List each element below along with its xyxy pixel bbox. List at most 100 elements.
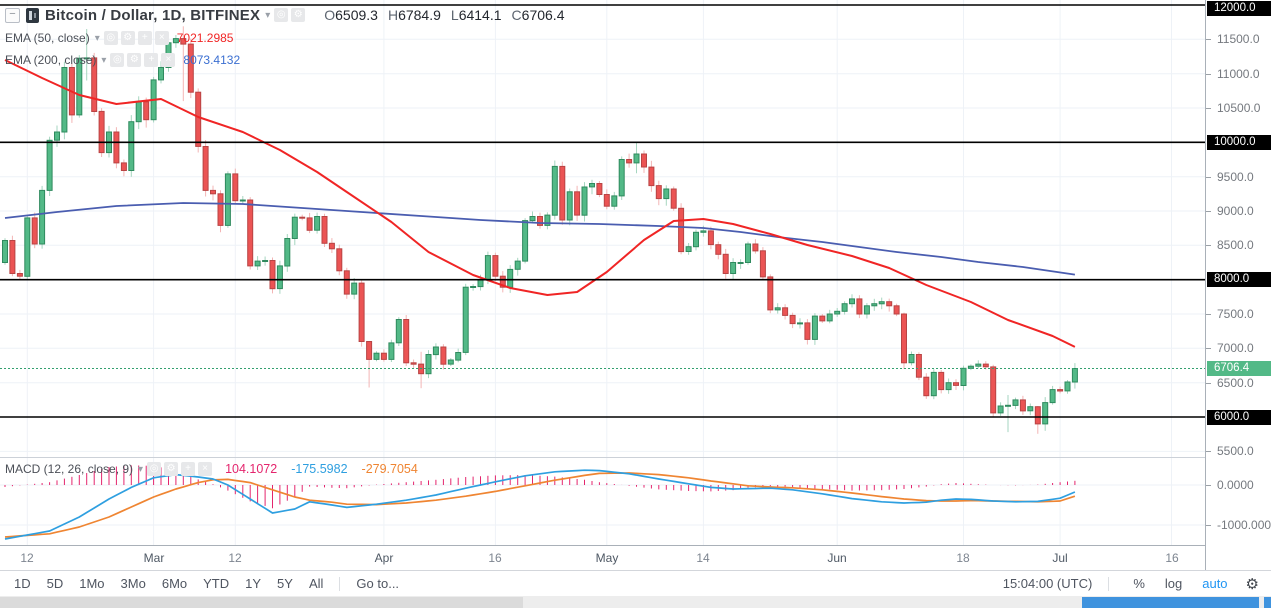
macd-signal-line <box>4 472 1076 538</box>
auto-scale-button[interactable]: auto <box>1202 576 1228 591</box>
range-button-1d[interactable]: 1D <box>14 576 31 591</box>
range-button-1y[interactable]: 1Y <box>245 576 262 591</box>
bottom-toolbar: 1D 5D 1Mo 3Mo 6Mo YTD 1Y 5Y All Go to... 15:04:0… <box>0 570 1271 596</box>
candle-body <box>826 313 833 322</box>
chevron-down-icon[interactable]: ▾ <box>101 54 107 66</box>
gear-icon[interactable]: ⚙ <box>291 8 306 22</box>
close-icon[interactable]: × <box>198 462 213 476</box>
goto-button[interactable]: Go to... <box>356 576 400 591</box>
price-level-tag: 12000.0 <box>1207 1 1271 16</box>
candle-body <box>276 265 283 290</box>
candle-body <box>953 382 959 386</box>
scrollbar-accent-bar[interactable] <box>1082 597 1259 608</box>
plus-icon[interactable]: + <box>144 53 159 67</box>
candle-body <box>938 371 945 391</box>
candle-body <box>343 270 350 295</box>
candle-body <box>291 216 298 239</box>
chart-plot-area[interactable] <box>0 0 1271 545</box>
chevron-down-icon[interactable]: ▾ <box>265 9 271 21</box>
candle-body <box>641 153 647 168</box>
candle-body <box>544 214 551 226</box>
candle-body <box>254 260 261 267</box>
candle-body <box>299 216 306 219</box>
candle-body <box>767 276 774 311</box>
candle-body <box>566 191 573 221</box>
collapse-pane-icon[interactable]: − <box>5 7 20 23</box>
gear-icon[interactable]: ⚙ <box>127 53 142 67</box>
range-selector: 1D 5D 1Mo 3Mo 6Mo YTD 1Y 5Y All <box>14 576 339 591</box>
range-button-all[interactable]: All <box>308 576 324 591</box>
time-axis-label: Jun <box>827 551 847 565</box>
macd-line-value: -175.5982 <box>291 462 348 476</box>
candle-body <box>1012 399 1019 406</box>
price-axis[interactable]: 12000.0 11500.0 11000.0 10500.0 10000.0 9500.… <box>1205 0 1271 570</box>
candle-body <box>849 298 855 305</box>
open-label: O <box>324 7 336 23</box>
range-button-6mo[interactable]: 6Mo <box>161 576 188 591</box>
range-button-3mo[interactable]: 3Mo <box>120 576 146 591</box>
gear-icon[interactable]: ⚙ <box>120 31 135 45</box>
candle-body <box>388 342 395 360</box>
log-scale-button[interactable]: log <box>1164 576 1183 591</box>
candle-body <box>774 307 781 311</box>
candle-body <box>797 322 803 325</box>
time-axis-label: 16 <box>488 551 502 565</box>
candle-body <box>395 319 402 344</box>
candle-body <box>559 165 566 221</box>
candle-body <box>945 382 952 391</box>
eye-icon[interactable]: ◎ <box>110 53 125 67</box>
time-axis-label: 12 <box>228 551 242 565</box>
candle-body <box>514 260 521 270</box>
candle-body <box>960 367 967 386</box>
ema50-label[interactable]: EMA (50, close) <box>5 31 90 45</box>
candle-body <box>39 189 46 245</box>
candle-body <box>930 371 937 397</box>
eye-icon[interactable]: ◎ <box>103 31 118 45</box>
candle-body <box>425 354 432 375</box>
chevron-down-icon[interactable]: ▾ <box>94 32 100 44</box>
candle-body <box>247 199 254 267</box>
candle-body <box>1057 389 1064 392</box>
candle-body <box>834 310 841 315</box>
scrollbar-thumb[interactable] <box>0 597 523 608</box>
eye-icon[interactable]: ◎ <box>274 8 289 22</box>
candle-body <box>470 286 477 288</box>
plus-icon[interactable]: + <box>137 31 152 45</box>
scrollbar-accent-corner[interactable] <box>1264 597 1271 608</box>
candle-body <box>589 183 595 188</box>
time-axis[interactable]: 12 Mar 12 Apr 16 May 14 Jun 18 Jul 16 <box>0 545 1271 571</box>
candle-body <box>893 305 900 315</box>
gear-icon[interactable]: ⚙ <box>164 462 179 476</box>
symbol-title[interactable]: Bitcoin / Dollar, 1D, BITFINEX <box>45 6 261 24</box>
candle-body <box>856 298 863 315</box>
macd-label[interactable]: MACD (12, 26, close, 9) <box>5 462 134 476</box>
candle-body <box>403 319 410 364</box>
candle-body <box>195 91 202 147</box>
close-icon[interactable]: × <box>161 53 176 67</box>
ema200-label[interactable]: EMA (200, close) <box>5 53 97 67</box>
candle-body <box>373 352 380 360</box>
candle-body <box>440 346 447 365</box>
ema50-line <box>4 59 1076 348</box>
range-button-1mo[interactable]: 1Mo <box>79 576 105 591</box>
symbol-row: − Bitcoin / Dollar, 1D, BITFINEX ▾ ◎ ⚙ O… <box>5 4 574 26</box>
time-axis-label: 12 <box>20 551 34 565</box>
clock-display[interactable]: 15:04:00 (UTC) <box>1002 576 1093 591</box>
candle-body <box>901 313 907 364</box>
candle-body <box>224 173 231 226</box>
range-button-ytd[interactable]: YTD <box>203 576 230 591</box>
candle-body <box>1042 402 1049 425</box>
low-label: L <box>450 7 459 23</box>
settings-gear-icon[interactable]: ⚙ <box>1245 575 1259 593</box>
candle-body <box>700 230 707 233</box>
close-icon[interactable]: × <box>154 31 169 45</box>
candle-body <box>158 67 164 81</box>
percent-scale-button[interactable]: % <box>1133 576 1145 591</box>
range-button-5y[interactable]: 5Y <box>277 576 293 591</box>
candle-body <box>633 153 640 164</box>
chevron-down-icon[interactable]: ▾ <box>138 463 144 475</box>
range-button-5d[interactable]: 5D <box>46 576 64 591</box>
close-label: C <box>511 7 522 23</box>
eye-icon[interactable]: ◎ <box>147 462 162 476</box>
plus-icon[interactable]: + <box>181 462 196 476</box>
